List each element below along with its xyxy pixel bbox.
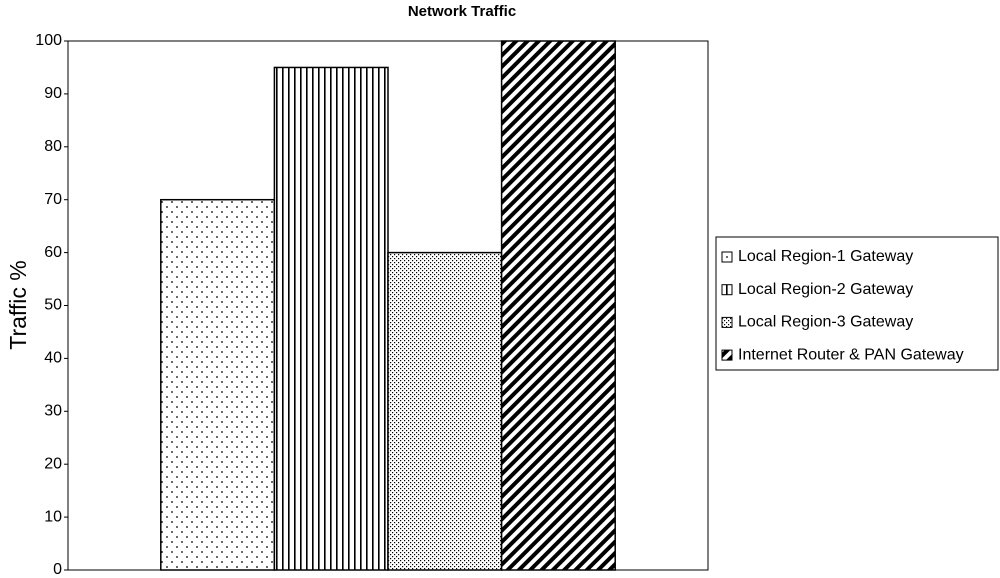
y-tick-label: 0	[53, 561, 62, 578]
bar	[500, 40, 616, 571]
legend-box	[715, 236, 999, 371]
bar	[273, 66, 389, 571]
y-axis-label: Traffic %	[5, 260, 31, 349]
bar	[387, 251, 503, 571]
chart-title: Network Traffic	[408, 3, 516, 20]
legend-swatch	[721, 284, 733, 296]
y-tick-label: 20	[44, 455, 62, 472]
legend-label: Internet Router & PAN Gateway	[738, 346, 964, 363]
legend-swatch	[721, 316, 733, 328]
y-tick-label: 10	[44, 508, 62, 525]
y-tick-label: 90	[44, 85, 62, 102]
y-tick-label: 40	[44, 350, 62, 367]
y-tick-label: 100	[35, 32, 62, 49]
y-tick-label: 60	[44, 244, 62, 261]
legend-label: Local Region-1 Gateway	[738, 248, 913, 265]
y-tick-label: 50	[44, 297, 62, 314]
legend-label: Local Region-2 Gateway	[738, 281, 913, 298]
y-tick-label: 30	[44, 403, 62, 420]
legend-swatch	[721, 251, 733, 263]
legend-label: Local Region-3 Gateway	[738, 314, 913, 331]
legend-swatch	[721, 349, 733, 361]
bar	[160, 198, 276, 571]
y-tick-label: 70	[44, 191, 62, 208]
y-tick-label: 80	[44, 138, 62, 155]
